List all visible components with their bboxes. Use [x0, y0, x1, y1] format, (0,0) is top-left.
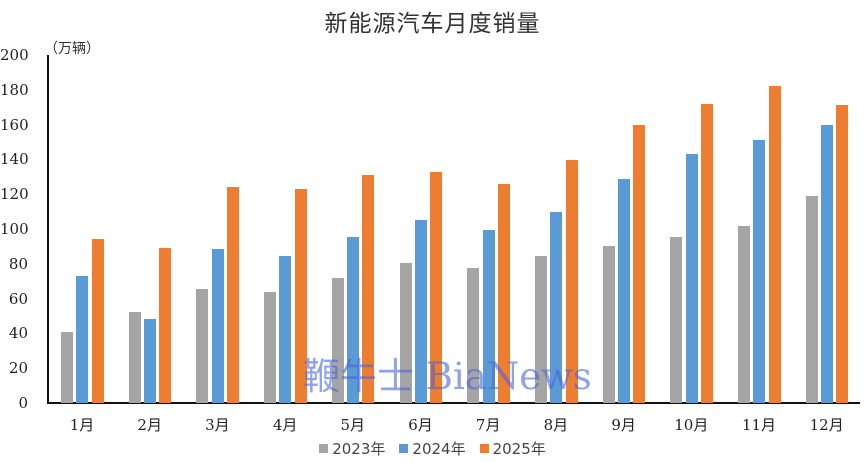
legend-item: 2025年	[479, 438, 546, 459]
x-tick-label: 1月	[69, 416, 95, 434]
bar-2023年-5月	[331, 277, 344, 403]
x-tick-label: 4月	[272, 416, 298, 434]
y-tick-label: 0	[18, 394, 28, 412]
chart-legend: 2023年 2024年 2025年	[0, 438, 865, 459]
bar-2023年-10月	[670, 236, 683, 403]
chart-title: 新能源汽车月度销量	[324, 11, 541, 37]
bar-2023年-1月	[61, 331, 73, 403]
bar-2024年-9月	[617, 179, 630, 403]
legend-label: 2025年	[492, 440, 546, 458]
bar-2025年-9月	[633, 124, 646, 403]
y-tick-label: 120	[0, 185, 29, 204]
x-tick-label: 11月	[741, 416, 777, 434]
bar-2023年-8月	[534, 255, 547, 403]
bar-2023年-4月	[264, 291, 277, 403]
bar-2023年-6月	[399, 262, 412, 403]
y-tick-label: 200	[0, 46, 29, 64]
x-tick-label: 8月	[543, 416, 569, 434]
bar-2025年-8月	[565, 160, 578, 403]
bar-2025年-10月	[700, 103, 713, 403]
bar-2025年-12月	[836, 105, 849, 403]
x-tick-label: 7月	[475, 416, 501, 434]
bar-2023年-3月	[196, 289, 209, 403]
legend-label: 2023年	[332, 440, 386, 458]
bar-2025年-1月	[91, 238, 104, 403]
bar-2024年-2月	[144, 319, 156, 403]
y-tick-label: 140	[0, 150, 29, 169]
bar-2025年-4月	[294, 188, 307, 403]
bar-2023年-7月	[467, 268, 480, 403]
x-tick-label: 9月	[611, 416, 636, 434]
legend-item: 2024年	[399, 438, 466, 459]
x-tick-label: 5月	[340, 416, 366, 434]
legend-swatch-icon	[399, 444, 409, 453]
legend-swatch-icon	[319, 444, 329, 453]
bar-2024年-4月	[279, 255, 292, 403]
bar-2025年-3月	[227, 187, 239, 403]
legend-swatch-icon	[479, 444, 489, 453]
x-tick-label: 3月	[205, 416, 230, 434]
bar-2024年-11月	[753, 140, 766, 403]
x-axis-line	[47, 402, 860, 404]
y-axis-line	[47, 55, 49, 404]
bar-2024年-6月	[414, 220, 427, 403]
y-tick-label: 40	[8, 324, 28, 343]
legend-item: 2023年	[319, 438, 385, 459]
bar-2025年-2月	[159, 248, 172, 403]
legend-label: 2024年	[412, 440, 466, 458]
y-tick-label: 60	[8, 289, 28, 308]
x-tick-label: 2月	[137, 416, 162, 434]
bar-2025年-11月	[768, 86, 781, 403]
watermark: 鞭牛士 BiaNews	[303, 355, 592, 398]
x-tick-label: 6月	[408, 416, 433, 434]
bar-2025年-7月	[497, 183, 510, 403]
x-tick-label: 10月	[674, 416, 709, 434]
bar-2024年-5月	[347, 236, 360, 403]
bar-2024年-3月	[211, 249, 224, 403]
bar-2023年-12月	[805, 195, 818, 403]
y-axis-unit-label: （万辆）	[44, 41, 100, 57]
bar-2024年-10月	[685, 154, 698, 403]
x-tick-label: 12月	[809, 416, 844, 434]
y-tick-label: 80	[8, 254, 28, 273]
bar-2024年-8月	[550, 211, 563, 403]
bar-2024年-1月	[76, 275, 89, 403]
y-tick-label: 180	[0, 80, 29, 99]
bar-2023年-9月	[602, 246, 615, 403]
bar-2025年-5月	[362, 175, 375, 403]
bar-2024年-12月	[821, 124, 833, 403]
y-tick-label: 160	[0, 115, 29, 134]
bar-2024年-7月	[482, 229, 495, 403]
bar-2023年-11月	[738, 225, 750, 403]
bar-2023年-2月	[128, 311, 141, 403]
bar-2025年-6月	[430, 171, 443, 403]
y-tick-label: 20	[8, 359, 28, 378]
y-tick-label: 100	[0, 220, 29, 238]
